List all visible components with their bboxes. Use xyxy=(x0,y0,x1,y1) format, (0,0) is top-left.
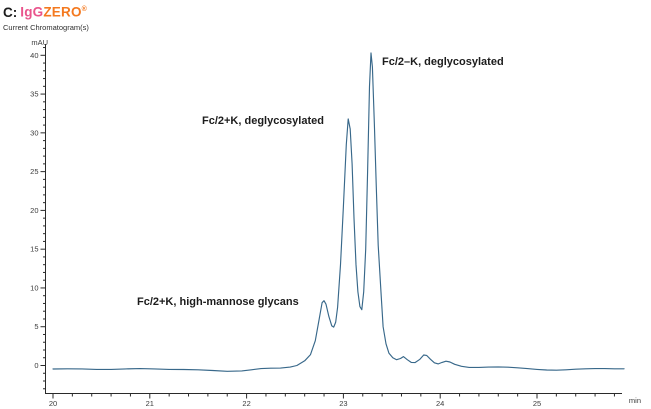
x-tick-label: 22 xyxy=(242,399,250,408)
brand-igg: IgG xyxy=(20,4,44,20)
x-axis-unit-label: min xyxy=(629,396,641,405)
brand-zero: ZERO xyxy=(43,4,82,20)
chromatogram-subtitle: Current Chromatogram(s) xyxy=(3,23,89,32)
peak-annotation-fc2-plus-k-deglycosylated: Fc/2+K, deglycosylated xyxy=(202,115,324,127)
x-tick-label: 25 xyxy=(533,399,541,408)
registered-trademark-icon: ® xyxy=(81,6,87,13)
page-title: C: IgGZERO® xyxy=(3,1,87,21)
x-tick-label: 21 xyxy=(146,399,154,408)
title-prefix: C: xyxy=(3,4,18,20)
x-tick-label: 23 xyxy=(339,399,347,408)
y-tick-label: 5 xyxy=(34,322,38,331)
y-tick-label: 0 xyxy=(34,361,38,370)
y-tick-label: 15 xyxy=(30,245,38,254)
y-tick-label: 10 xyxy=(30,283,38,292)
y-tick-label: 40 xyxy=(30,51,38,60)
y-axis-unit-label: mAU xyxy=(31,38,48,47)
y-tick-label: 35 xyxy=(30,90,38,99)
peak-annotation-high-mannose: Fc/2+K, high-mannose glycans xyxy=(137,296,299,308)
chromatogram-trace xyxy=(52,52,625,372)
x-tick-label: 24 xyxy=(436,399,444,408)
x-tick-label: 20 xyxy=(49,399,57,408)
y-tick-label: 25 xyxy=(30,167,38,176)
y-tick-label: 20 xyxy=(30,206,38,215)
y-tick-label: 30 xyxy=(30,128,38,137)
peak-annotation-fc2-minus-k-deglycosylated: Fc/2–K, deglycosylated xyxy=(382,56,504,68)
